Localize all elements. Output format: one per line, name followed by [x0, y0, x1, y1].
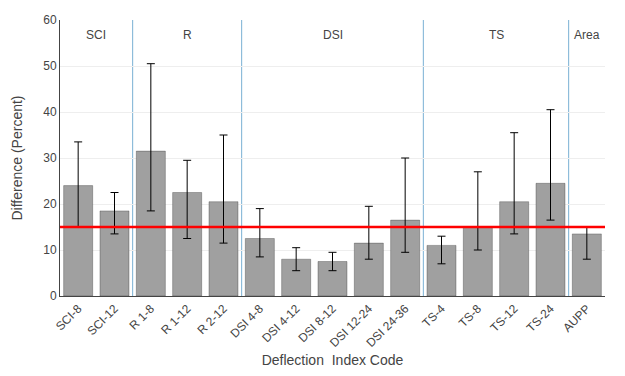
svg-text:R 1-12: R 1-12 — [158, 302, 194, 338]
svg-text:30: 30 — [43, 151, 57, 165]
svg-text:SCI-8: SCI-8 — [53, 302, 85, 334]
svg-text:TS-12: TS-12 — [488, 302, 521, 335]
svg-text:Area: Area — [574, 28, 600, 42]
svg-text:10: 10 — [43, 243, 57, 257]
svg-text:R 1-8: R 1-8 — [127, 302, 158, 333]
svg-text:R: R — [183, 28, 192, 42]
svg-text:60: 60 — [43, 13, 57, 27]
svg-text:50: 50 — [43, 59, 57, 73]
svg-text:Deflection Index Code: Deflection Index Code — [262, 352, 404, 368]
svg-text:SCI: SCI — [86, 28, 106, 42]
svg-text:DSI 8-12: DSI 8-12 — [295, 302, 339, 346]
svg-text:DSI 4-12: DSI 4-12 — [259, 302, 303, 346]
svg-text:40: 40 — [43, 105, 57, 119]
svg-text:SCI-12: SCI-12 — [85, 302, 122, 339]
svg-text:20: 20 — [43, 197, 57, 211]
svg-text:R 2-12: R 2-12 — [194, 302, 230, 338]
svg-text:0: 0 — [50, 289, 57, 303]
svg-text:Difference (Percent): Difference (Percent) — [9, 95, 25, 220]
svg-text:TS-24: TS-24 — [524, 302, 557, 335]
svg-text:DSI 24-36: DSI 24-36 — [363, 302, 411, 350]
svg-text:TS-4: TS-4 — [420, 302, 449, 331]
svg-text:DSI: DSI — [323, 28, 343, 42]
svg-text:AUPP: AUPP — [560, 302, 593, 335]
svg-text:DSI 4-8: DSI 4-8 — [228, 302, 267, 341]
svg-text:DSI 12-24: DSI 12-24 — [327, 302, 375, 350]
svg-text:TS-8: TS-8 — [456, 302, 485, 331]
svg-text:TS: TS — [489, 28, 504, 42]
